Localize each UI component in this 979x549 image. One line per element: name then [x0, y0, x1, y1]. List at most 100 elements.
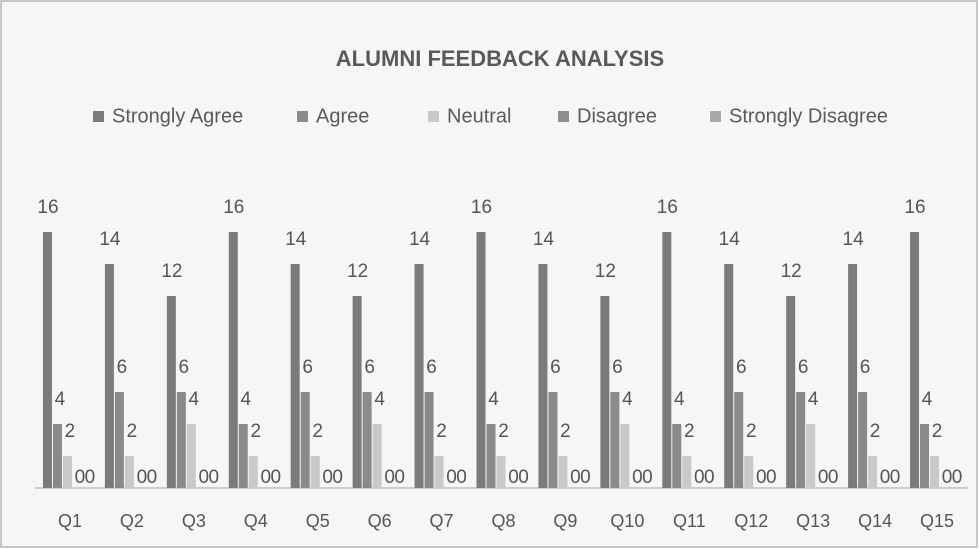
data-label: 0 — [209, 467, 220, 488]
data-label: 2 — [560, 421, 571, 442]
data-label: 4 — [189, 389, 200, 410]
bar — [248, 456, 258, 488]
bar — [682, 456, 692, 488]
bar — [496, 456, 506, 488]
x-tick-label: Q11 — [673, 511, 706, 531]
data-label: 12 — [595, 261, 616, 282]
data-label: 0 — [384, 467, 395, 488]
data-label: 0 — [756, 467, 767, 488]
legend-swatch — [428, 111, 439, 122]
x-tick-label: Q10 — [610, 511, 644, 531]
bar — [610, 392, 620, 488]
data-label: 14 — [409, 229, 431, 250]
data-label: 2 — [65, 421, 76, 442]
data-label: 0 — [137, 467, 148, 488]
data-label: 0 — [199, 467, 210, 488]
x-tick-label: Q15 — [920, 511, 954, 531]
data-label: 0 — [270, 467, 281, 488]
data-label: 4 — [674, 389, 685, 410]
bar — [806, 424, 816, 488]
bar — [848, 264, 858, 488]
data-label: 2 — [498, 421, 509, 442]
data-label: 0 — [260, 467, 271, 488]
bar — [362, 392, 372, 488]
data-label: 6 — [426, 357, 437, 378]
data-label: 16 — [657, 197, 678, 218]
bar — [310, 456, 320, 488]
data-label: 0 — [75, 467, 86, 488]
bar — [744, 456, 754, 488]
bar — [434, 456, 444, 488]
data-label: 0 — [942, 467, 953, 488]
bar — [600, 296, 610, 488]
data-label: 2 — [127, 421, 138, 442]
data-label: 0 — [518, 467, 529, 488]
data-label: 0 — [394, 467, 405, 488]
bar — [734, 392, 744, 488]
x-tick-label: Q12 — [734, 511, 768, 531]
data-label: 0 — [828, 467, 839, 488]
data-label: 0 — [818, 467, 829, 488]
x-tick-label: Q13 — [796, 511, 830, 531]
legend-label: Disagree — [577, 105, 657, 127]
x-tick-label: Q9 — [553, 511, 577, 531]
bar — [786, 296, 796, 488]
data-label: 0 — [570, 467, 581, 488]
chart-title: ALUMNI FEEDBACK ANALYSIS — [336, 46, 664, 71]
x-tick-label: Q5 — [306, 511, 330, 531]
bar — [238, 424, 248, 488]
data-label: 0 — [632, 467, 643, 488]
data-label: 2 — [684, 421, 695, 442]
bar — [486, 424, 496, 488]
data-label: 6 — [860, 357, 871, 378]
x-tick-label: Q4 — [244, 511, 268, 531]
bar — [124, 456, 134, 488]
data-label: 2 — [436, 421, 447, 442]
data-label: 0 — [508, 467, 519, 488]
data-label: 0 — [147, 467, 158, 488]
data-label: 6 — [550, 357, 561, 378]
data-label: 0 — [332, 467, 343, 488]
legend-label: Strongly Agree — [112, 105, 243, 127]
data-label: 16 — [37, 197, 58, 218]
bar — [62, 456, 72, 488]
data-label: 14 — [719, 229, 741, 250]
x-tick-label: Q14 — [858, 511, 892, 531]
data-label: 6 — [179, 357, 190, 378]
data-label: 0 — [642, 467, 653, 488]
bar — [548, 392, 558, 488]
data-label: 16 — [471, 197, 492, 218]
data-label: 4 — [488, 389, 499, 410]
data-label: 6 — [117, 357, 128, 378]
data-label: 0 — [890, 467, 901, 488]
bar — [300, 392, 310, 488]
bar — [176, 392, 186, 488]
bar — [352, 296, 362, 488]
legend-swatch — [297, 111, 308, 122]
legend-label: Agree — [316, 105, 369, 127]
data-label: 6 — [364, 357, 375, 378]
data-label: 4 — [240, 389, 251, 410]
data-label: 0 — [456, 467, 467, 488]
data-label: 4 — [922, 389, 933, 410]
data-label: 6 — [302, 357, 313, 378]
data-label: 0 — [446, 467, 457, 488]
bar — [424, 392, 434, 488]
bar — [476, 232, 486, 488]
bar — [186, 424, 196, 488]
data-label: 14 — [99, 229, 121, 250]
bar — [930, 456, 940, 488]
data-label: 0 — [704, 467, 715, 488]
bar — [42, 232, 52, 488]
data-label: 12 — [347, 261, 368, 282]
bar — [166, 296, 176, 488]
data-label: 14 — [533, 229, 555, 250]
data-label: 14 — [843, 229, 865, 250]
x-tick-label: Q2 — [120, 511, 144, 531]
bar — [724, 264, 734, 488]
data-label: 4 — [622, 389, 633, 410]
bar — [372, 424, 382, 488]
data-label: 6 — [612, 357, 623, 378]
data-label: 2 — [932, 421, 943, 442]
